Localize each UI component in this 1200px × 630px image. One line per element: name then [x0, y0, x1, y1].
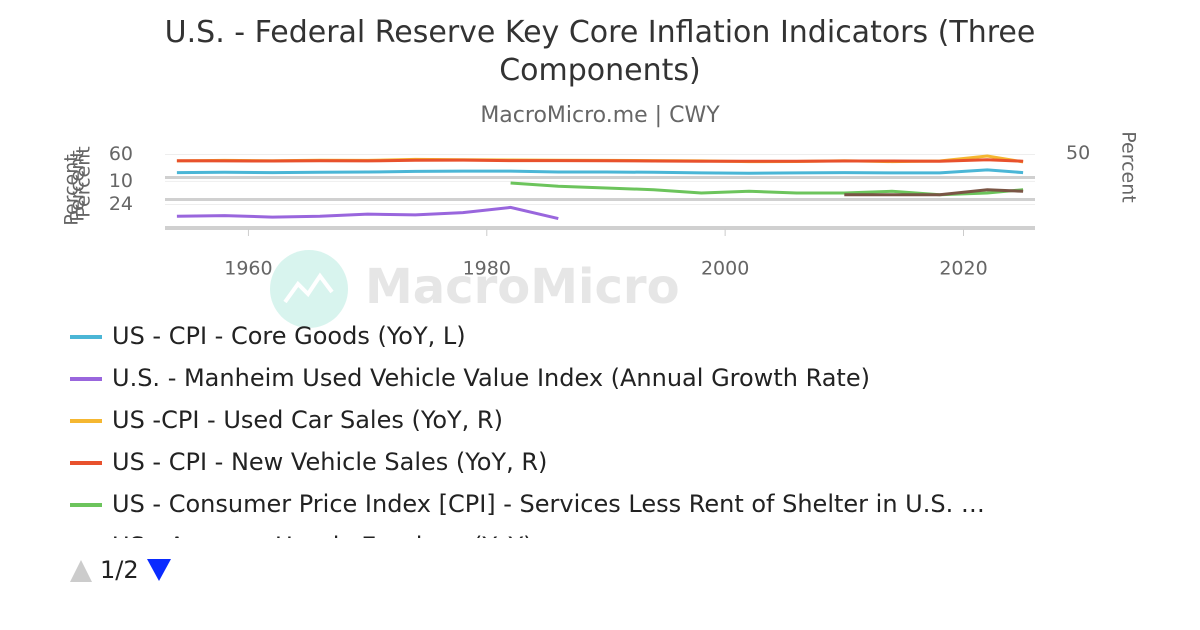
legend-prev[interactable] [70, 560, 92, 582]
series-line [844, 188, 1024, 197]
y-axis-label: Percent [67, 150, 89, 222]
legend-label: US -CPI - Used Car Sales (YoY, R) [112, 406, 503, 434]
chart-title: U.S. - Federal Reserve Key Core Inflatio… [164, 15, 1036, 88]
panel-separator [165, 176, 1035, 179]
watermark: MacroMicro [365, 259, 680, 315]
y2-tick-label: 50 [1066, 142, 1090, 164]
y2-axis-label: Percent [1118, 131, 1140, 203]
legend-next[interactable] [147, 559, 171, 581]
panel-separator [165, 198, 1035, 201]
legend-label: US - CPI - New Vehicle Sales (YoY, R) [112, 448, 547, 476]
y-axis-label: Percent [73, 146, 95, 218]
y-tick-label: 24 [109, 193, 133, 215]
panel-separator [165, 226, 1035, 230]
series-line [176, 158, 1024, 163]
x-tick-label: 1960 [224, 258, 272, 280]
legend-page: 1/2 [100, 556, 139, 584]
y-tick-label: 10 [109, 170, 133, 192]
watermark-icon [283, 272, 334, 304]
subtitle: MacroMicro.me | CWY [480, 103, 720, 128]
legend-label: US - CPI - Core Goods (YoY, L) [112, 322, 466, 350]
x-tick-label: 2000 [701, 258, 749, 280]
y-tick-label: 60 [109, 143, 133, 165]
legend-label: US - Consumer Price Index [CPI] - Servic… [112, 490, 985, 518]
x-tick-label: 1980 [463, 258, 511, 280]
legend-label: US - Average Hourly Earnings (YoY) [112, 532, 533, 560]
x-tick-label: 2020 [939, 258, 987, 280]
series-line [176, 168, 1024, 175]
series-line [176, 205, 559, 221]
legend: US - CPI - Core Goods (YoY, L) U.S. - Man… [70, 322, 985, 560]
y-axis-label: Percent [61, 154, 83, 226]
legend-label: U.S. - Manheim Used Vehicle Value Index … [112, 364, 870, 392]
